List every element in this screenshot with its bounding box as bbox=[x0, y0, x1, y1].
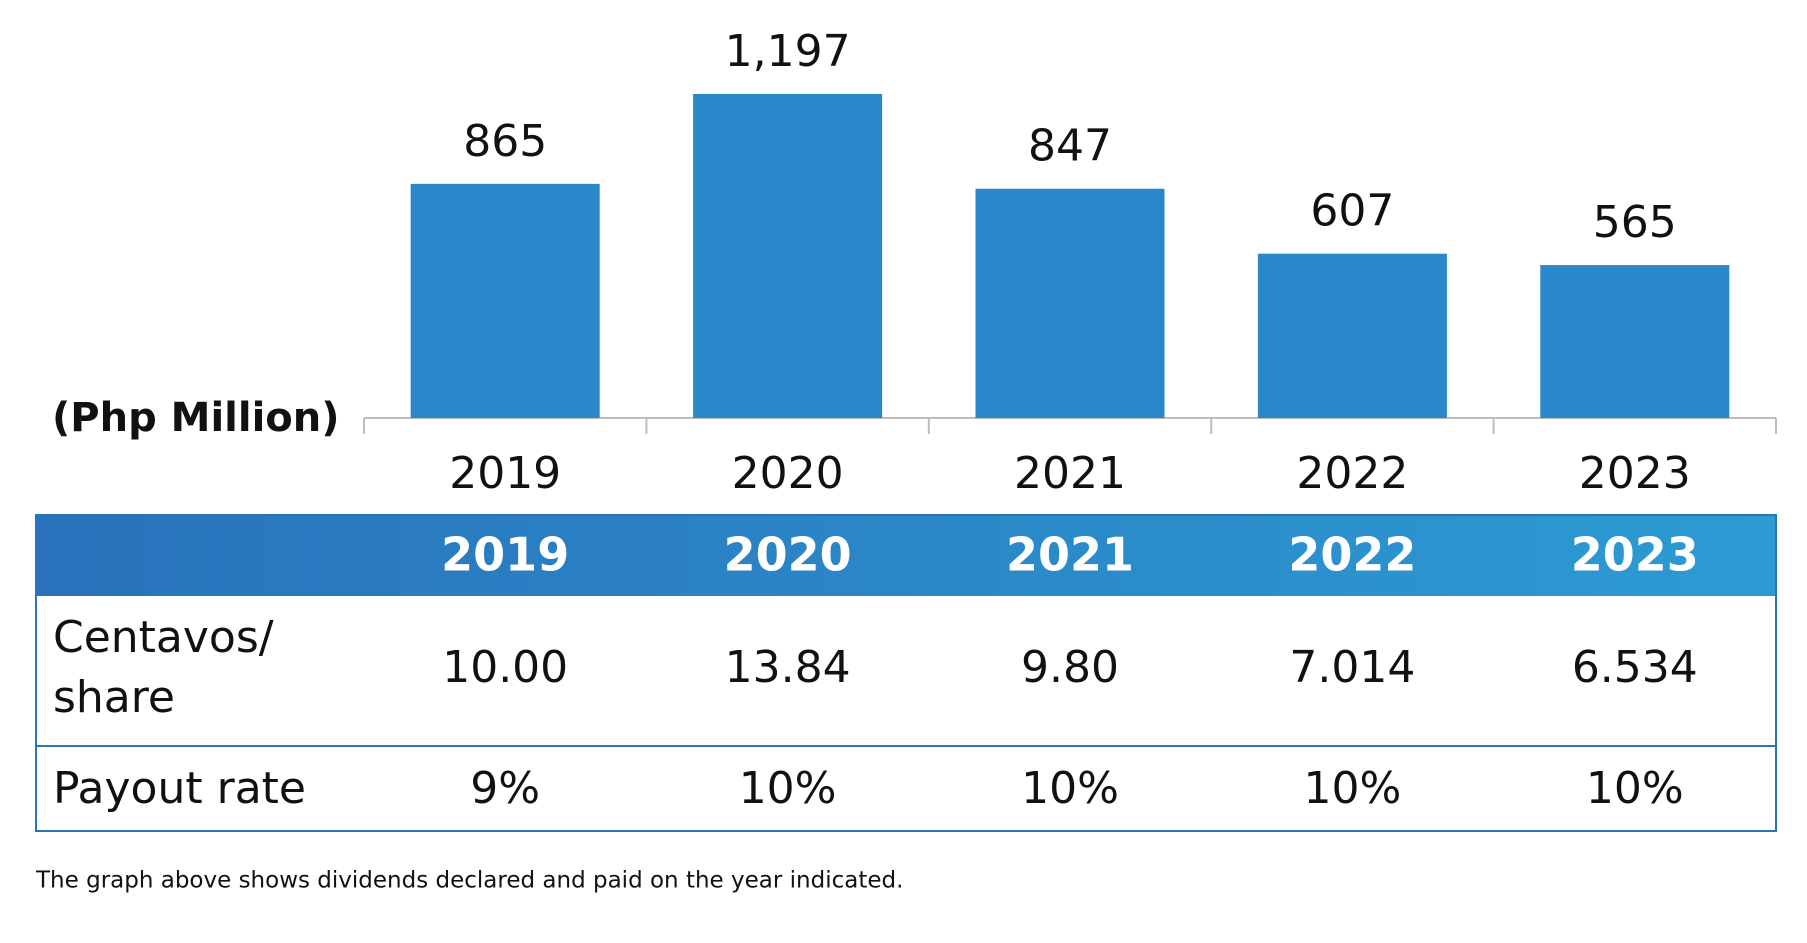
table-cell: 13.84 bbox=[725, 642, 851, 693]
value-label: 565 bbox=[1593, 197, 1677, 248]
footnote: The graph above shows dividends declared… bbox=[35, 868, 903, 894]
table-row-label: Centavos/share bbox=[53, 612, 274, 723]
table-border bbox=[35, 514, 1777, 832]
table-header-cell: 2019 bbox=[441, 528, 569, 582]
table-cell: 10% bbox=[1586, 763, 1684, 814]
y-axis-label: (Php Million) bbox=[52, 395, 340, 441]
x-tick-label: 2019 bbox=[449, 448, 561, 499]
x-tick-label: 2022 bbox=[1296, 448, 1408, 499]
x-tick-label: 2020 bbox=[732, 448, 844, 499]
table-header-cell: 2021 bbox=[1006, 528, 1134, 582]
bar bbox=[410, 183, 600, 418]
table-cell: 10% bbox=[1304, 763, 1402, 814]
table-cell: 9.80 bbox=[1021, 642, 1119, 693]
value-label: 847 bbox=[1028, 121, 1112, 172]
table-cell: 10% bbox=[1021, 763, 1119, 814]
table-cell: 10.00 bbox=[442, 642, 568, 693]
table-cell: 7.014 bbox=[1289, 642, 1415, 693]
table-cell: 6.534 bbox=[1572, 642, 1698, 693]
table-header-cell: 2022 bbox=[1288, 528, 1416, 582]
value-label: 1,197 bbox=[725, 26, 851, 77]
table-row-label: Payout rate bbox=[53, 763, 306, 814]
value-label: 865 bbox=[463, 116, 547, 167]
x-tick-label: 2023 bbox=[1579, 448, 1691, 499]
bar bbox=[1257, 253, 1447, 418]
x-tick-label: 2021 bbox=[1014, 448, 1126, 499]
bar bbox=[693, 94, 883, 418]
table-header-bg bbox=[36, 515, 1776, 596]
value-label: 607 bbox=[1310, 186, 1394, 237]
table-cell: 9% bbox=[470, 763, 540, 814]
bar bbox=[1540, 265, 1730, 418]
bar bbox=[975, 188, 1165, 418]
table-header-cell: 2023 bbox=[1571, 528, 1699, 582]
table-cell: 10% bbox=[739, 763, 837, 814]
table-header-cell: 2020 bbox=[724, 528, 852, 582]
